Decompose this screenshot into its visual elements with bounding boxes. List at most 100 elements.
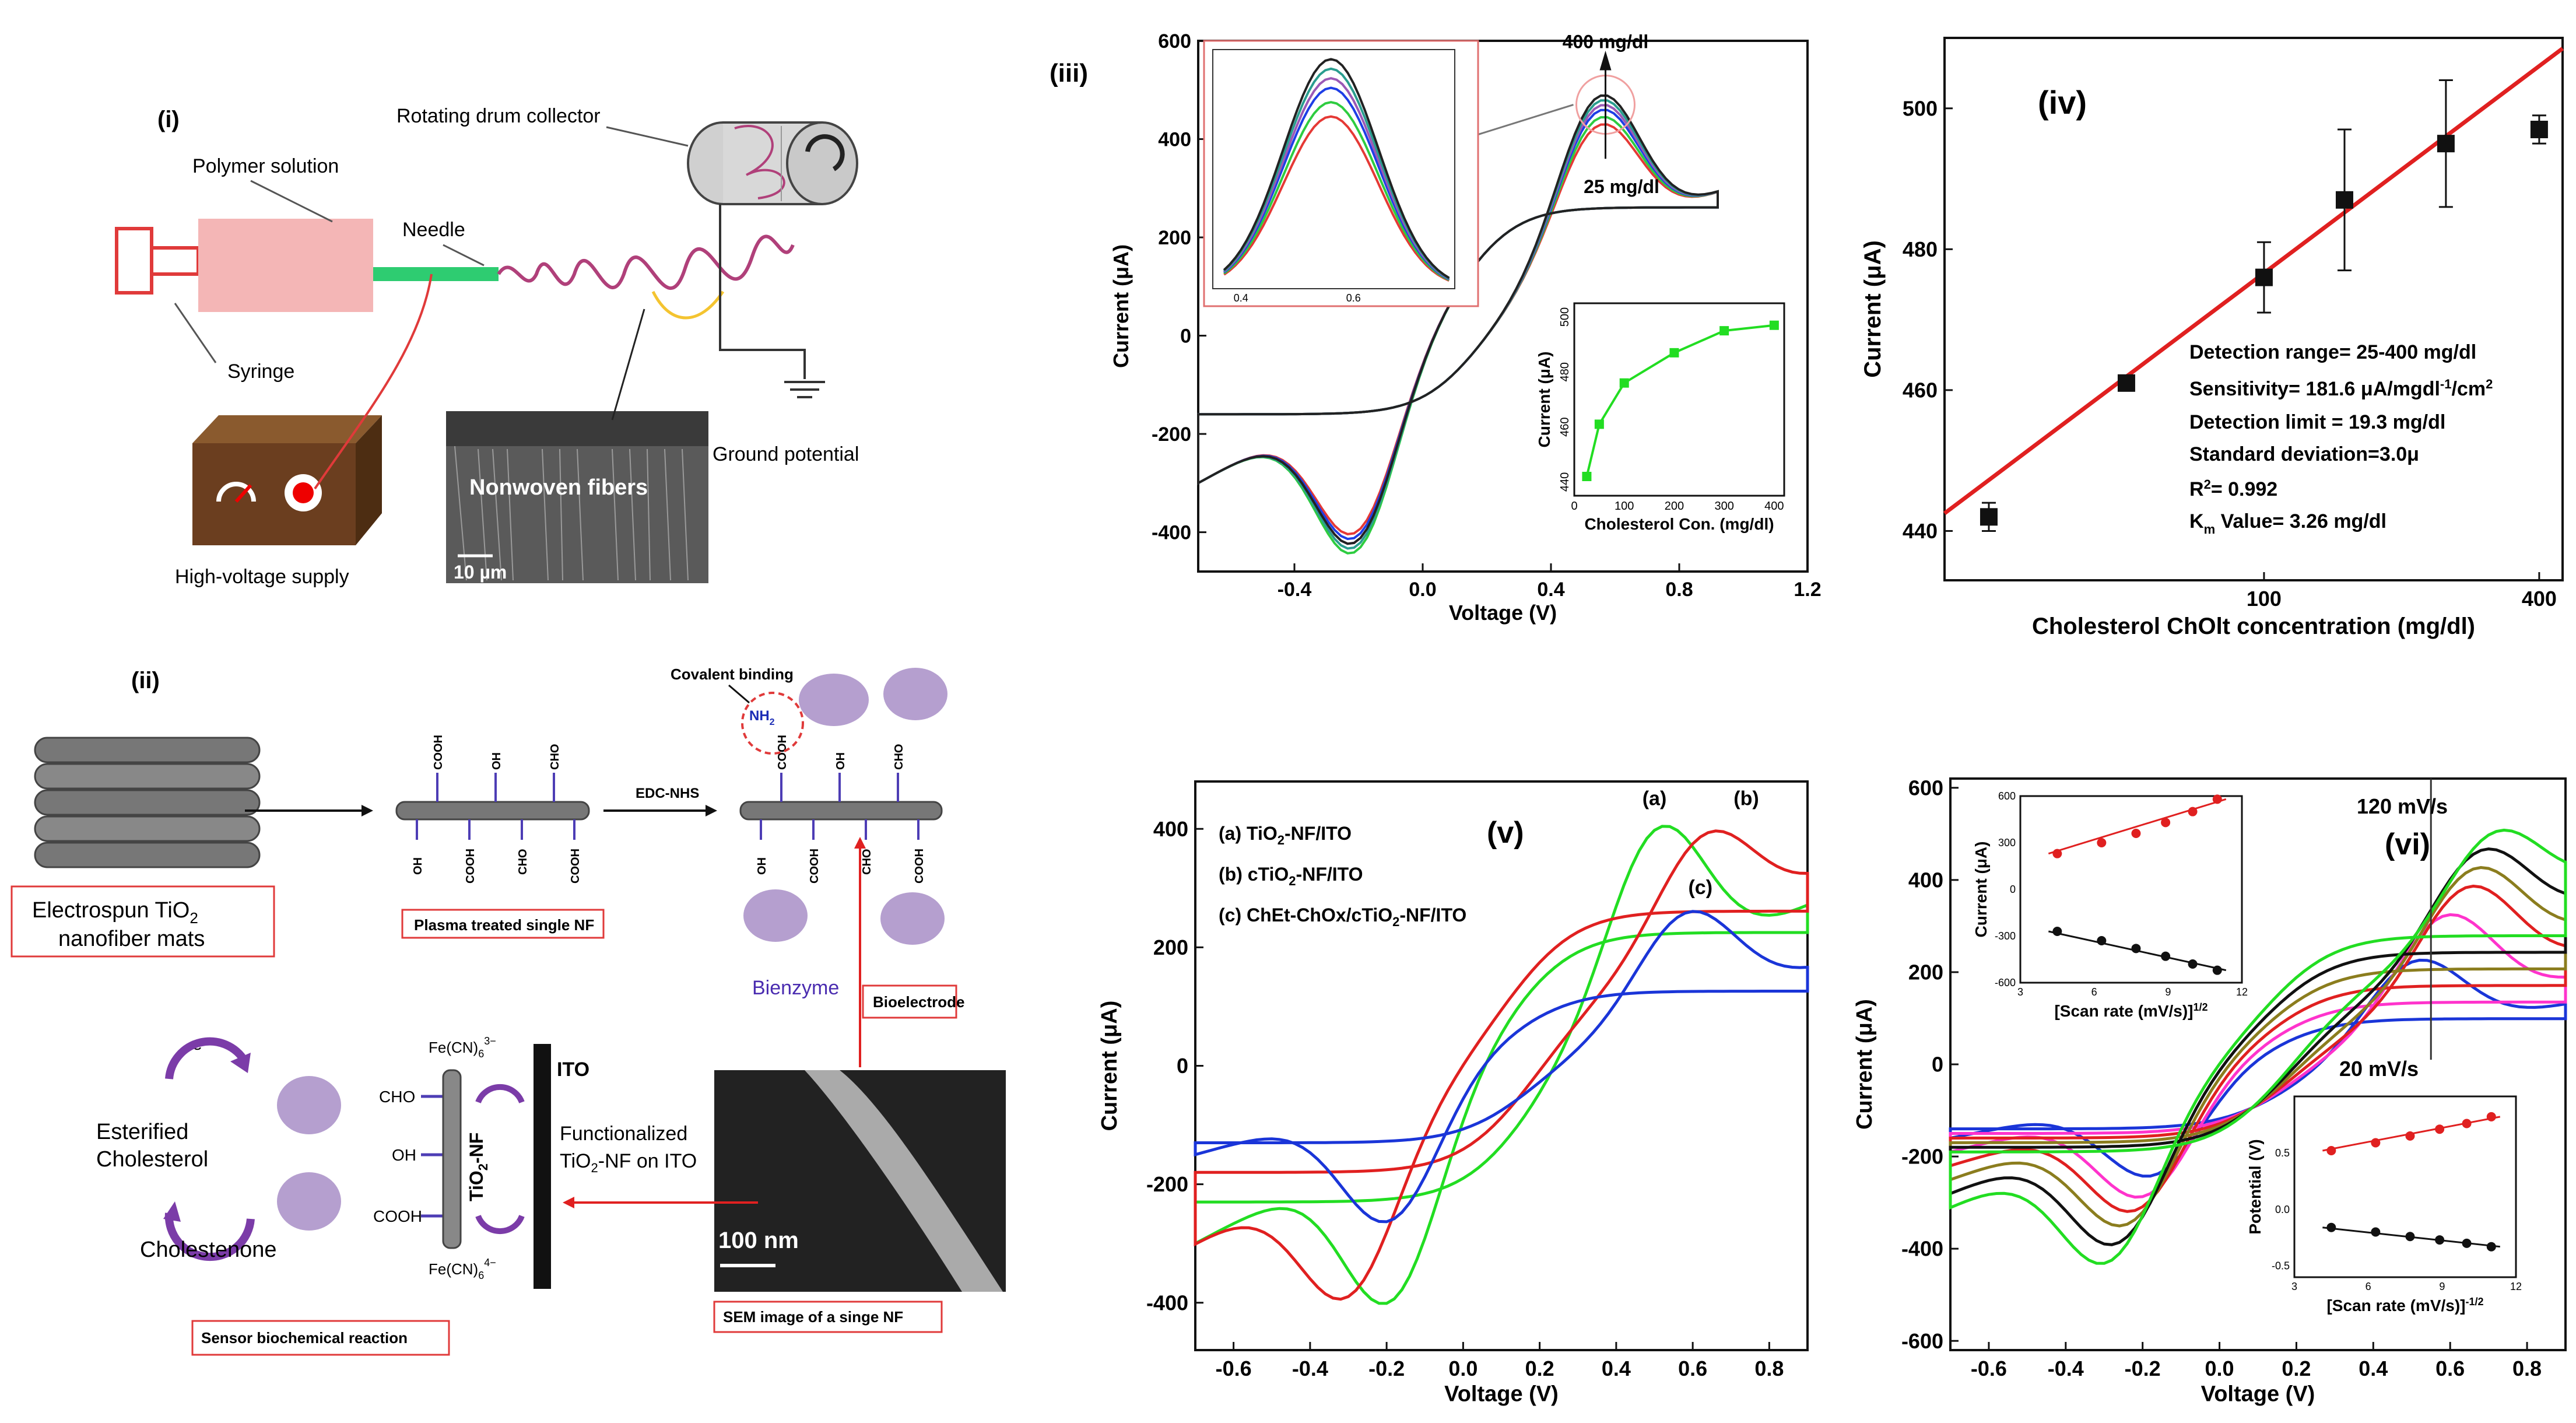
- iv-ytick-label: 440: [1903, 519, 1938, 543]
- syringe-arrow: [174, 303, 217, 363]
- vi-inset-bottom-black-point: [2326, 1222, 2336, 1232]
- iii-inset-xlabel: Cholesterol Con. (mg/dl): [1584, 515, 1774, 533]
- v-xtick-label: 0.4: [1602, 1357, 1631, 1380]
- vi-inset-top-black-point: [2131, 944, 2141, 954]
- svg-text:COOH: COOH: [913, 849, 926, 884]
- vi-inset-bottom-black-point: [2435, 1235, 2445, 1245]
- bioelectrode-sticks: [760, 773, 920, 840]
- iii-inset-ytick-label: 480: [1559, 362, 1571, 381]
- iii-ytick-label: -400: [1152, 521, 1191, 544]
- panel-label-i: (i): [157, 107, 180, 132]
- vi-inset-top-xlabel: [Scan rate (mV/s)]1/2: [2054, 1001, 2208, 1020]
- cycle-arrow-bottom: [164, 1212, 255, 1261]
- v-label-c: (c): [1688, 877, 1712, 899]
- iv-fit-line: [1943, 47, 2564, 516]
- v-xtick-label: -0.6: [1216, 1357, 1252, 1380]
- bioelectrode-rod: [739, 801, 943, 821]
- vi-inset-top-xtick-label: 3: [2017, 986, 2023, 998]
- esterified-line2: Cholesterol: [96, 1147, 208, 1172]
- vi-xtick-label: 0.2: [2282, 1357, 2311, 1380]
- iii-zoom-xtick-label: 0.4: [1234, 292, 1248, 304]
- v-label-b: (b): [1733, 788, 1759, 810]
- svg-text:COOH: COOH: [373, 1207, 422, 1225]
- iii-ytick-label: 600: [1158, 30, 1191, 52]
- vi-inset-top-ytick-label: -300: [1995, 930, 2016, 942]
- iii-inset-ytick-label: 500: [1559, 307, 1571, 327]
- functionalized-line1: Functionalized: [560, 1123, 687, 1145]
- iii-inset-point: [1669, 348, 1679, 357]
- iv-annotation-range: Detection range= 25-400 mg/dl: [2189, 341, 2476, 363]
- iii-zoom-series-25-mg-dl: [1223, 115, 1450, 282]
- vi-ytick-label: 400: [1908, 868, 1943, 892]
- vi-inset-bottom-xtick-label: 6: [2366, 1281, 2371, 1292]
- vi-inset-top-ytick-label: 300: [1998, 837, 2016, 849]
- iv-annotation-sensitivity: Sensitivity= 181.6 μA/mgdl-1/cm2: [2189, 377, 2493, 400]
- sem-scale: 100 nm: [718, 1228, 799, 1253]
- cholestenone-label: Cholestenone: [140, 1238, 277, 1262]
- fiber-jet-yellow: [651, 290, 725, 320]
- vi-xtick-label: -0.2: [2125, 1357, 2161, 1380]
- v-xtick-label: 0.0: [1448, 1357, 1477, 1380]
- iii-inset-xtick-label: 0: [1571, 500, 1577, 513]
- iii-series-400-mg-dl: [1197, 94, 1719, 545]
- vi-inset-bottom-ylabel: Potential (V): [2246, 1139, 2264, 1234]
- vi-inset-top-frame: [2019, 795, 2243, 984]
- svg-text:CHO: CHO: [861, 849, 873, 875]
- ito-electrode: [534, 1044, 551, 1289]
- v-series-2: [1194, 910, 1809, 1224]
- enzyme-icon-bottom: [277, 1172, 341, 1231]
- vi-annotation-low: 20 mV/s: [2339, 1057, 2419, 1081]
- svg-text:COOH: COOH: [776, 735, 789, 770]
- drum-label: Rotating drum collector: [396, 105, 601, 127]
- sem-single-nf-image: 100 nm: [714, 1070, 1006, 1292]
- panel-label-vi: (vi): [2385, 828, 2430, 861]
- v-legend-entry-1: (b) cTiO2-NF/ITO: [1219, 864, 1363, 888]
- vi-ytick-label: -200: [1901, 1145, 1943, 1169]
- panel-label-v: (v): [1487, 816, 1524, 850]
- iii-ytick-label: 0: [1180, 325, 1191, 347]
- needle-arrow: [443, 244, 485, 267]
- tio2-nf-label: TiO2-NF: [466, 1133, 490, 1201]
- svg-text:COOH: COOH: [464, 849, 477, 884]
- nanofiber-mat-icon: [34, 737, 261, 868]
- vi-inset-top-ytick-label: -600: [1995, 977, 2016, 989]
- vi-inset-bottom-red-point: [2435, 1124, 2445, 1134]
- vi-xtick-label: 0.0: [2205, 1357, 2234, 1380]
- vi-ytick-label: -600: [1901, 1329, 1943, 1353]
- vi-xtick-label: -0.4: [2048, 1357, 2084, 1380]
- iii-inset-ytick-label: 460: [1559, 417, 1571, 436]
- vi-inset-top-black-point: [2097, 936, 2107, 945]
- iii-arrow-head: [1599, 50, 1612, 71]
- ferri-arrow-bottom: [475, 1215, 525, 1234]
- ferri-arrow-top: [475, 1084, 525, 1103]
- vi-inset-bottom-black-point: [2462, 1238, 2472, 1248]
- svg-text:CHO: CHO: [549, 744, 561, 770]
- esterified-line1: Esterified: [96, 1120, 188, 1144]
- panel-label-iii: (iii): [1050, 59, 1088, 87]
- v-xtick-label: -0.2: [1368, 1357, 1405, 1380]
- iv-annotation-r2: R2= 0.992: [2189, 477, 2277, 500]
- enzyme-icon-top: [277, 1076, 341, 1134]
- bienzyme-label: Bienzyme: [752, 977, 839, 999]
- iii-plot-frame: [1197, 40, 1809, 573]
- iv-ytick-label: 480: [1903, 237, 1938, 261]
- v-ytick-label: 0: [1177, 1054, 1188, 1078]
- sem-caption-box: [713, 1301, 943, 1333]
- chart-v: (v) -0.6 -0.4 -0.2 0.0 0.2 0.4 0.6 0.8 -400 -200 0 2…: [1097, 780, 1809, 1406]
- svg-text:OH: OH: [834, 752, 847, 770]
- v-label-a: (a): [1643, 788, 1667, 810]
- chart-iii: (iii) -0.4 0.0 0.4 0.8 1.2 -400 -200 0 200 400 600 V…: [1050, 30, 1822, 625]
- fibers-scale: 10 µm: [454, 562, 507, 583]
- rotating-drum-icon: [687, 121, 858, 205]
- iii-inset-xtick-label: 300: [1714, 500, 1733, 513]
- svg-text:OH: OH: [412, 857, 424, 875]
- enzyme-icon: [743, 668, 947, 945]
- vi-ytick-label: 600: [1908, 776, 1943, 800]
- v-legend-entry-0: (a) TiO2-NF/ITO: [1219, 823, 1352, 847]
- iv-data-point: [2530, 121, 2548, 139]
- panel-electrospinning-setup: (i) Polymer solution Syringe Needle Rota…: [115, 105, 859, 588]
- cycle-arrow-top: [165, 1037, 249, 1079]
- iii-ylabel: Current (μA): [1109, 244, 1133, 368]
- nh2-label: NH2: [749, 708, 775, 727]
